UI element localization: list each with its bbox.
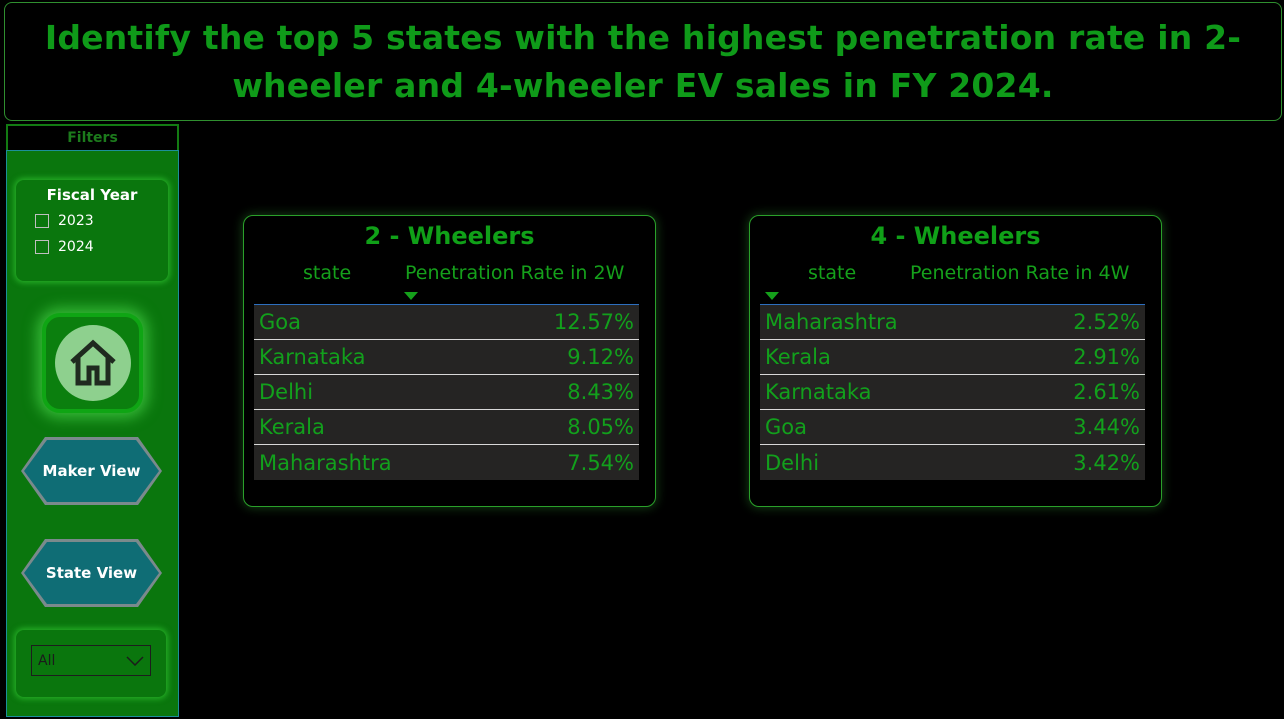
home-icon <box>54 325 131 401</box>
page-title: Identify the top 5 states with the highe… <box>44 17 1242 105</box>
column-header-rate[interactable]: Penetration Rate in 2W <box>405 262 625 284</box>
home-button[interactable] <box>42 313 143 413</box>
cell-rate: 2.91% <box>1073 345 1140 369</box>
table-row[interactable]: Maharashtra 7.54% <box>254 445 639 480</box>
cell-state: Goa <box>765 415 807 439</box>
cell-rate: 8.05% <box>567 415 634 439</box>
table-row[interactable]: Goa 12.57% <box>254 305 639 340</box>
cell-rate: 9.12% <box>567 345 634 369</box>
cell-rate: 2.52% <box>1073 310 1140 334</box>
four-wheelers-title: 4 - Wheelers <box>870 222 1041 250</box>
fiscal-year-slicer: Fiscal Year 2023 2024 <box>16 180 168 281</box>
cell-rate: 3.42% <box>1073 450 1140 475</box>
table-row[interactable]: Kerala 2.91% <box>760 340 1145 375</box>
table-row[interactable]: Delhi 8.43% <box>254 375 639 410</box>
sidebar: Fiscal Year 2023 2024 Maker View State V… <box>6 150 179 717</box>
column-header-rate[interactable]: Penetration Rate in 4W <box>910 262 1130 284</box>
dropdown-slicer: All <box>16 630 166 697</box>
checkbox-2024[interactable] <box>35 240 49 254</box>
four-wheelers-panel: 4 - Wheelers state Penetration Rate in 4… <box>749 215 1162 507</box>
cell-rate: 12.57% <box>553 310 634 334</box>
checkbox-2023[interactable] <box>35 214 49 228</box>
fiscal-year-option-label: 2024 <box>58 239 94 255</box>
column-header-state[interactable]: state <box>808 262 857 284</box>
state-dropdown[interactable]: All <box>31 645 151 676</box>
page-header: Identify the top 5 states with the highe… <box>4 2 1282 121</box>
cell-state: Karnataka <box>259 345 366 369</box>
two-wheelers-panel: 2 - Wheelers state Penetration Rate in 2… <box>243 215 656 507</box>
cell-state: Karnataka <box>765 380 872 404</box>
cell-rate: 2.61% <box>1073 380 1140 404</box>
table-row[interactable]: Delhi 3.42% <box>760 445 1145 480</box>
cell-state: Kerala <box>765 345 831 369</box>
cell-state: Maharashtra <box>259 450 392 475</box>
cell-state: Delhi <box>259 380 314 404</box>
fiscal-year-option-2024[interactable]: 2024 <box>35 238 168 256</box>
table-row[interactable]: Maharashtra 2.52% <box>760 305 1145 340</box>
cell-state: Maharashtra <box>765 310 898 334</box>
cell-state: Goa <box>259 310 301 334</box>
column-header-state[interactable]: state <box>303 262 352 284</box>
cell-rate: 3.44% <box>1073 415 1140 439</box>
table-row[interactable]: Karnataka 9.12% <box>254 340 639 375</box>
state-view-button[interactable]: State View <box>24 542 159 604</box>
cell-state: Delhi <box>765 450 820 475</box>
four-wheelers-table: Maharashtra 2.52% Kerala 2.91% Karnataka 2.… <box>760 304 1145 480</box>
sort-desc-icon <box>404 292 418 300</box>
sort-desc-icon <box>765 292 779 300</box>
cell-state: Kerala <box>259 415 325 439</box>
cell-rate: 7.54% <box>567 450 634 475</box>
two-wheelers-title: 2 - Wheelers <box>364 222 535 250</box>
table-row[interactable]: Kerala 8.05% <box>254 410 639 445</box>
maker-view-button[interactable]: Maker View <box>24 440 159 502</box>
dropdown-value: All <box>38 652 56 669</box>
cell-rate: 8.43% <box>567 380 634 404</box>
fiscal-year-option-label: 2023 <box>58 213 94 229</box>
two-wheelers-table: Goa 12.57% Karnataka 9.12% Delhi 8.43% Kera… <box>254 304 639 480</box>
table-row[interactable]: Goa 3.44% <box>760 410 1145 445</box>
fiscal-year-title: Fiscal Year <box>46 186 138 204</box>
filters-label: Filters <box>6 124 179 151</box>
chevron-down-icon <box>126 655 144 666</box>
table-row[interactable]: Karnataka 2.61% <box>760 375 1145 410</box>
fiscal-year-option-2023[interactable]: 2023 <box>35 212 168 230</box>
